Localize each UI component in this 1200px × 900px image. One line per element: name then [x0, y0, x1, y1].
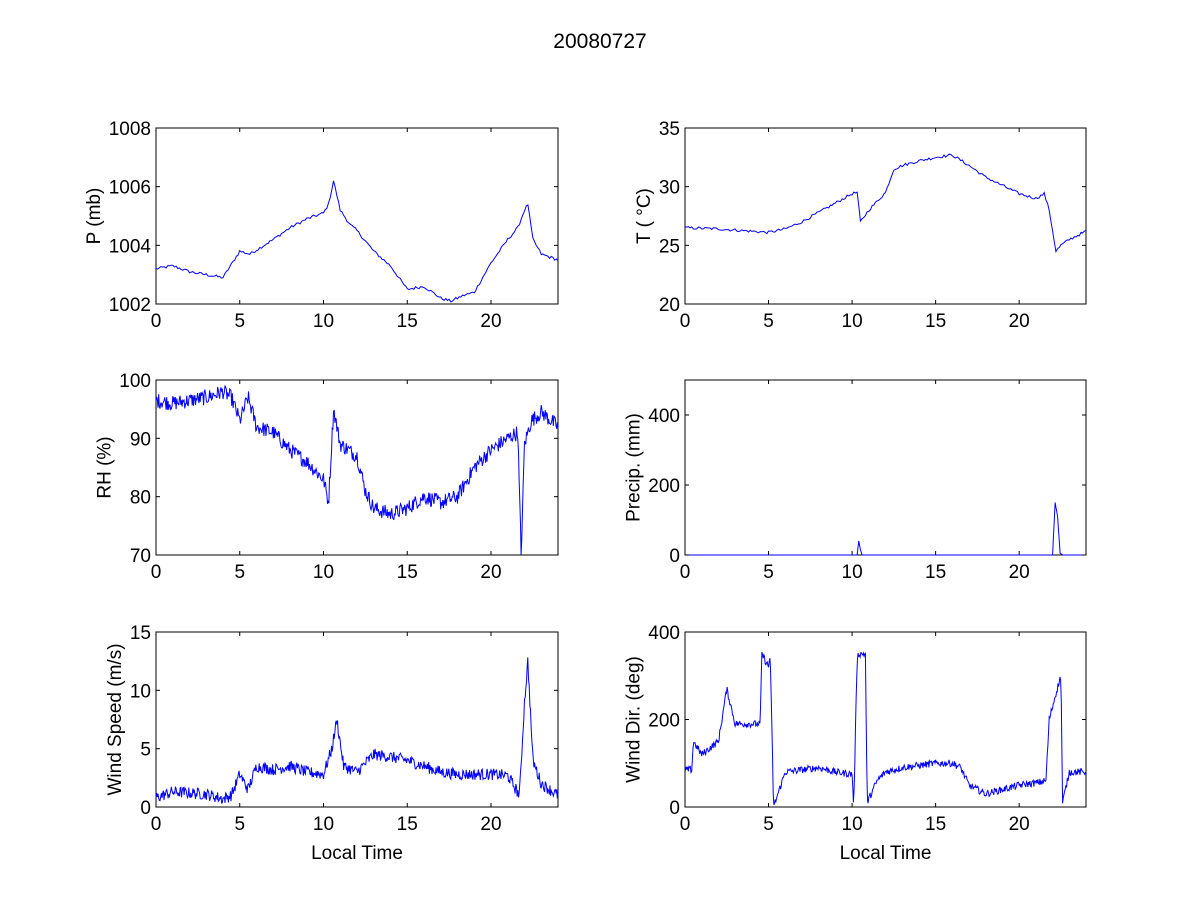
y-axis-label: T ( °C) [634, 188, 655, 244]
y-tick-label: 400 [648, 623, 680, 644]
x-tick-label: 15 [397, 562, 418, 583]
y-tick-label: 1004 [109, 236, 152, 257]
x-tick-label: 5 [763, 814, 774, 835]
y-tick-label: 400 [648, 406, 680, 427]
x-tick-label: 10 [842, 562, 863, 583]
x-tick-label: 15 [397, 311, 418, 332]
x-tick-label: 0 [680, 562, 691, 583]
y-tick-label: 1006 [109, 178, 151, 199]
x-tick-label: 10 [313, 311, 334, 332]
series-line [155, 385, 559, 556]
x-tick-label: 0 [151, 814, 162, 835]
y-tick-label: 200 [648, 711, 680, 732]
x-tick-label: 10 [842, 814, 863, 835]
y-tick-label: 25 [659, 236, 680, 257]
x-tick-label: 20 [1009, 814, 1030, 835]
plot-area [155, 379, 559, 556]
x-tick-label: 0 [680, 311, 691, 332]
x-tick-label: 5 [234, 311, 245, 332]
plot-area [155, 127, 559, 305]
x-tick-label: 20 [480, 311, 501, 332]
y-tick-label: 80 [130, 488, 151, 509]
figure-title: 20080727 [553, 30, 647, 53]
x-tick-label: 5 [763, 562, 774, 583]
y-axis-label: P (mb) [84, 188, 105, 245]
y-tick-label: 10 [130, 681, 151, 702]
x-tick-label: 5 [763, 311, 774, 332]
y-tick-label: 1008 [109, 119, 151, 140]
x-axis-label: Local Time [311, 843, 403, 864]
y-tick-label: 30 [659, 178, 680, 199]
y-axis-label: Wind Speed (m/s) [105, 643, 126, 795]
plot-area [684, 631, 1087, 808]
x-tick-label: 5 [234, 814, 245, 835]
y-tick-label: 0 [669, 546, 680, 567]
series-line [684, 153, 1087, 253]
y-tick-label: 15 [130, 623, 151, 644]
chart-humidity: 0 5 10 15 20 70 80 90 100 RH (%) [95, 371, 559, 583]
plot-area [684, 127, 1087, 305]
series-line [684, 651, 1087, 805]
y-tick-label: 5 [140, 740, 151, 761]
y-tick-label: 200 [648, 476, 680, 497]
chart-pressure: 0 5 10 15 20 1002 1004 1006 1008 P (mb) [84, 119, 559, 332]
series-line [155, 657, 559, 804]
y-tick-label: 1002 [109, 295, 151, 316]
y-axis-label: RH (%) [95, 436, 116, 498]
x-tick-label: 20 [480, 562, 501, 583]
y-tick-label: 35 [659, 119, 680, 140]
x-tick-label: 20 [1009, 311, 1030, 332]
y-axis-label: Precip. (mm) [624, 413, 645, 522]
x-tick-label: 0 [151, 562, 162, 583]
x-tick-label: 15 [925, 814, 946, 835]
x-tick-label: 10 [842, 311, 863, 332]
x-tick-label: 10 [313, 562, 334, 583]
y-axis-label: Wind Dir. (deg) [624, 656, 645, 783]
y-tick-label: 90 [130, 429, 151, 450]
x-tick-label: 20 [1009, 562, 1030, 583]
y-tick-label: 0 [140, 798, 151, 819]
x-tick-label: 20 [480, 814, 501, 835]
x-tick-label: 15 [397, 814, 418, 835]
x-tick-label: 0 [151, 311, 162, 332]
x-tick-label: 0 [680, 814, 691, 835]
x-tick-label: 5 [234, 562, 245, 583]
x-axis-label: Local Time [840, 843, 932, 864]
y-tick-label: 100 [119, 371, 151, 392]
x-tick-label: 15 [925, 562, 946, 583]
y-tick-label: 20 [659, 295, 680, 316]
y-tick-label: 0 [669, 798, 680, 819]
series-line [155, 180, 559, 303]
plot-area [155, 631, 559, 808]
x-tick-label: 15 [925, 311, 946, 332]
plot-area [684, 379, 1087, 556]
chart-temperature: 0 5 10 15 20 20 25 30 35 T ( °C) [634, 119, 1087, 332]
y-tick-label: 70 [130, 546, 151, 567]
x-tick-label: 10 [313, 814, 334, 835]
